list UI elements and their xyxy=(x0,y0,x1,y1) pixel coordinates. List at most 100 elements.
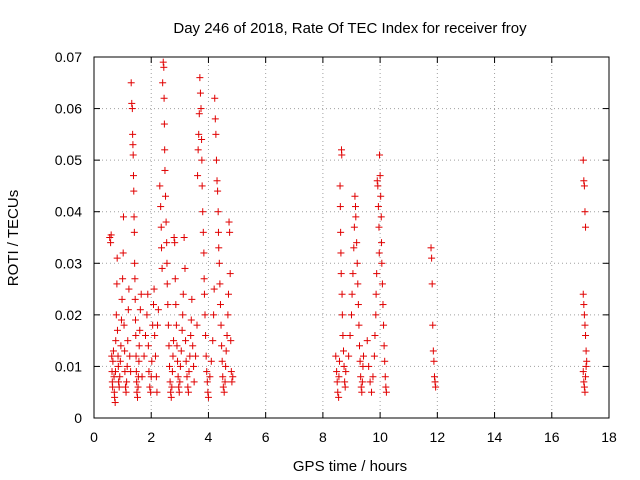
data-point xyxy=(352,213,360,221)
data-point xyxy=(156,182,164,190)
x-tick-label: 0 xyxy=(90,429,98,445)
data-point xyxy=(129,130,137,138)
x-tick-label: 16 xyxy=(544,429,560,445)
data-point xyxy=(118,295,126,303)
data-point xyxy=(107,231,115,239)
data-point xyxy=(112,311,120,319)
data-point xyxy=(429,321,437,329)
data-point xyxy=(219,383,227,391)
data-point xyxy=(162,192,170,200)
data-point xyxy=(224,311,232,319)
data-point xyxy=(160,94,168,102)
data-point xyxy=(144,342,152,350)
data-point xyxy=(124,337,132,345)
data-point xyxy=(580,378,588,386)
data-point xyxy=(369,373,377,381)
data-point xyxy=(580,182,588,190)
data-point xyxy=(211,94,219,102)
data-point xyxy=(163,259,171,267)
data-point xyxy=(365,362,373,370)
data-point xyxy=(351,192,359,200)
data-point xyxy=(151,331,159,339)
data-point xyxy=(341,383,349,391)
data-point xyxy=(177,347,185,355)
data-point xyxy=(430,373,438,381)
data-point xyxy=(337,270,345,278)
data-point xyxy=(168,383,176,391)
data-point xyxy=(121,347,129,355)
data-points xyxy=(106,58,591,407)
data-point xyxy=(582,373,590,381)
data-point xyxy=(133,393,141,401)
data-point xyxy=(427,244,435,252)
data-point xyxy=(202,331,210,339)
data-point xyxy=(109,347,117,355)
data-point xyxy=(131,316,139,324)
data-point xyxy=(337,228,345,236)
data-point xyxy=(200,275,208,283)
data-point xyxy=(178,326,186,334)
data-point xyxy=(180,234,188,241)
data-point xyxy=(163,280,171,288)
data-point xyxy=(222,347,230,355)
data-point xyxy=(116,357,124,365)
data-point xyxy=(192,352,200,360)
data-point xyxy=(222,362,230,370)
data-point xyxy=(119,275,127,283)
data-point xyxy=(333,368,341,376)
data-point xyxy=(126,352,134,360)
data-point xyxy=(227,368,235,376)
data-point xyxy=(124,306,132,314)
data-point xyxy=(119,249,127,257)
x-tick-label: 2 xyxy=(147,429,155,445)
data-point xyxy=(375,223,383,231)
data-point xyxy=(128,99,136,107)
data-point xyxy=(181,264,189,272)
data-point xyxy=(116,373,124,381)
data-point xyxy=(382,388,390,396)
data-point xyxy=(190,378,198,386)
data-point xyxy=(123,378,131,386)
data-point xyxy=(373,177,381,185)
data-point xyxy=(138,373,146,381)
data-point xyxy=(173,342,181,350)
data-point xyxy=(179,311,187,319)
data-point xyxy=(377,213,385,221)
data-point xyxy=(172,301,180,309)
data-point xyxy=(157,223,165,231)
x-tick-label: 10 xyxy=(372,429,388,445)
data-point xyxy=(215,259,223,267)
data-point xyxy=(428,254,436,262)
data-point xyxy=(179,290,187,298)
data-point xyxy=(135,342,143,350)
data-point xyxy=(338,311,346,319)
data-point xyxy=(226,270,234,278)
data-point xyxy=(579,290,587,298)
data-point xyxy=(194,146,202,154)
data-point xyxy=(202,352,210,360)
data-point xyxy=(113,280,121,288)
chart-title: Day 246 of 2018, Rate Of TEC Index for r… xyxy=(173,20,527,37)
data-point xyxy=(132,331,140,339)
data-point xyxy=(338,290,346,298)
data-point xyxy=(161,166,169,174)
data-point xyxy=(218,342,226,350)
data-point xyxy=(129,151,137,159)
data-point xyxy=(176,378,184,386)
data-point xyxy=(144,290,152,298)
data-point xyxy=(131,259,139,267)
data-point xyxy=(117,342,125,350)
data-point xyxy=(159,58,167,66)
data-point xyxy=(214,187,222,195)
y-tick-label: 0.04 xyxy=(55,204,82,220)
data-point xyxy=(182,357,190,365)
data-point xyxy=(137,290,145,298)
data-point xyxy=(334,388,342,396)
data-point xyxy=(204,388,212,396)
data-point xyxy=(374,182,382,190)
data-point xyxy=(354,280,362,288)
data-point xyxy=(349,270,357,278)
data-point xyxy=(336,182,344,190)
y-tick-label: 0.02 xyxy=(55,307,82,323)
data-point xyxy=(428,280,436,288)
